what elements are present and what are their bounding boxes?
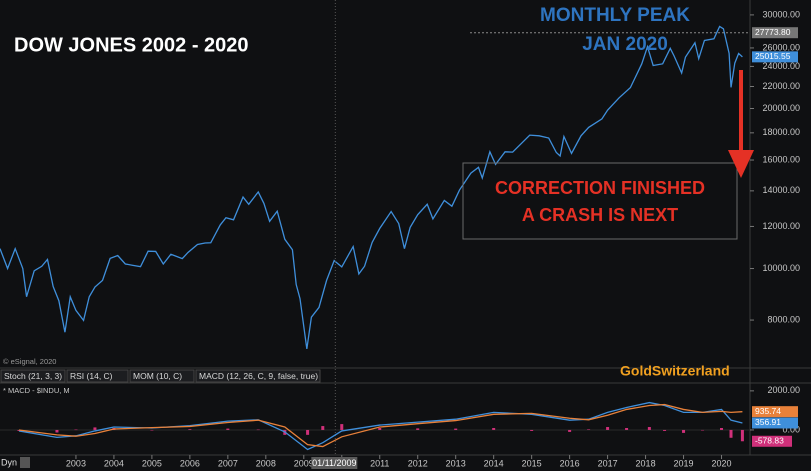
tab[interactable] [66, 369, 129, 383]
source: © eSignal, 2020 [3, 357, 56, 366]
x-tick-label: 2017 [598, 458, 618, 468]
histogram-bar [587, 429, 591, 430]
histogram-bar [378, 428, 382, 430]
histogram-bar [701, 429, 705, 431]
value-tag-label: -578.83 [755, 436, 784, 446]
value-tag-label: 27773.80 [755, 27, 791, 37]
histogram-bar [720, 428, 724, 430]
histogram-bar [74, 429, 78, 431]
y-tick-label: 12000.00 [762, 221, 800, 231]
arrow-head [728, 150, 754, 178]
x-tick-label: 2019 [674, 458, 694, 468]
x-tick-label: 2009 [294, 458, 314, 468]
icon[interactable] [20, 457, 30, 468]
histogram-bar [306, 429, 310, 435]
value-tag-label: 356.91 [755, 417, 781, 427]
value-tag [752, 417, 798, 429]
x-tick-label: 2015 [522, 458, 542, 468]
y-tick-label: 8000.00 [767, 314, 800, 324]
crosshair-label: 01/11/2009 [312, 458, 356, 468]
histogram-bar [606, 427, 610, 430]
y-tick-label: 2000.00 [767, 385, 800, 395]
x-tick-label: 2004 [104, 458, 124, 468]
x-tick-label: 2016 [560, 458, 580, 468]
histogram-bar [321, 426, 325, 430]
y-tick-label: 20000.00 [762, 103, 800, 113]
chart-title: DOW JONES 2002 - 2020 [14, 34, 249, 56]
histogram-bar [256, 429, 260, 431]
data-line [0, 25, 743, 350]
peak-note: MONTHLY PEAK [540, 5, 690, 26]
callout-text: CORRECTION FINISHED [495, 178, 705, 198]
x-tick-label: 2005 [142, 458, 162, 468]
tab[interactable] [129, 369, 195, 383]
x-tick-label: 2018 [636, 458, 656, 468]
histogram-bar [682, 429, 686, 433]
histogram-bar [93, 427, 97, 430]
y-tick-label: 22000.00 [762, 81, 800, 91]
x-tick-label: 2011 [370, 458, 389, 468]
x-tick-label: 2008 [256, 458, 276, 468]
tab-label[interactable]: Stoch (21, 3, 3) [4, 371, 62, 381]
tab[interactable] [195, 369, 321, 383]
x-tick-label: 2012 [408, 458, 428, 468]
tab-label[interactable]: MACD (12, 26, C, 9, false, true) [199, 371, 318, 381]
y-tick-label: 14000.00 [762, 185, 800, 195]
histogram-bar [416, 428, 420, 430]
y-tick-label: 24000.00 [762, 61, 800, 71]
histogram-bar [55, 429, 59, 433]
histogram-bar [530, 429, 534, 431]
x-tick-label: 2006 [180, 458, 200, 468]
tab[interactable] [0, 369, 66, 383]
y-tick-label: 10000.00 [762, 263, 800, 273]
y-tick-label: 16000.00 [762, 154, 800, 164]
y-tick-label: 18000.00 [762, 127, 800, 137]
histogram-bar [647, 427, 651, 430]
x-tick-label: 2014 [484, 458, 504, 468]
histogram-bar [340, 424, 344, 430]
x-tick-label: 2020 [712, 458, 732, 468]
indicator-title: * MACD - $INDU, M [3, 386, 70, 395]
y-tick-label: 30000.00 [762, 9, 800, 19]
histogram-bar [188, 429, 192, 430]
histogram-bar [663, 429, 667, 431]
histogram-bar [150, 429, 154, 431]
crosshair-tag [311, 457, 358, 469]
value-tag [752, 27, 798, 39]
tab-label[interactable]: RSI (14, C) [70, 371, 113, 381]
tab-label[interactable]: MOM (10, C) [133, 371, 182, 381]
value-tag [752, 51, 798, 63]
peak-note: JAN 2020 [582, 34, 668, 55]
data-line [18, 403, 743, 448]
value-tag [752, 435, 792, 447]
histogram-bar [740, 429, 744, 442]
histogram-bar [625, 428, 629, 430]
histogram-bar [568, 429, 572, 432]
y-tick-label: 26000.00 [762, 42, 800, 52]
y-tick-label: 0.00 [782, 424, 800, 434]
value-tag-label: 25015.55 [755, 51, 791, 61]
x-tick-label: 2007 [218, 458, 238, 468]
histogram-bar [729, 429, 733, 438]
footer-label[interactable]: Dyn [1, 457, 17, 467]
histogram-bar [226, 428, 230, 430]
x-tick-label: 2013 [446, 458, 466, 468]
histogram-bar [492, 428, 496, 430]
histogram-bar [454, 428, 458, 430]
callout-text: A CRASH IS NEXT [522, 205, 678, 225]
watermark: GoldSwitzerland [620, 363, 730, 379]
value-tag-label: 935.74 [755, 406, 781, 416]
callout-box [462, 162, 738, 240]
x-tick-label: 2003 [66, 458, 86, 468]
value-tag [752, 406, 798, 418]
